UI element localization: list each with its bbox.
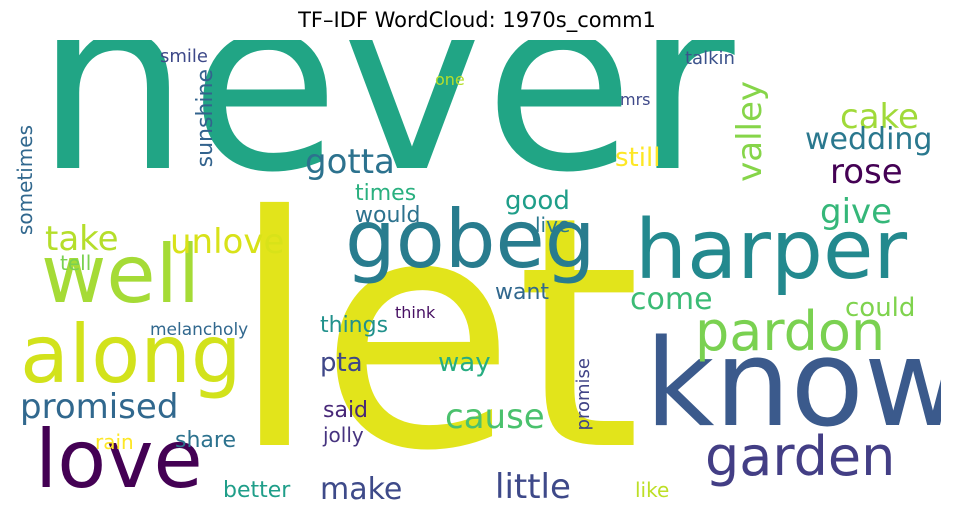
word-like: like [635, 478, 670, 502]
word-said: said [323, 398, 369, 423]
word-jolly: jolly [323, 423, 364, 447]
word-tell: tell [60, 251, 92, 275]
word-harper: harper [635, 203, 908, 298]
word-cause: cause [445, 397, 545, 437]
word-rose: rose [830, 152, 903, 192]
word-live: live [535, 213, 571, 237]
word-sometimes: sometimes [15, 125, 37, 236]
word-little: little [495, 467, 571, 507]
word-love: love [35, 413, 203, 506]
word-talkin: talkin [685, 48, 735, 69]
word-sunshine: sunshine [193, 69, 218, 168]
word-well: well [41, 228, 201, 321]
word-good: good [505, 186, 570, 216]
word-would: would [355, 203, 421, 228]
word-garden: garden [705, 425, 896, 488]
word-things: things [320, 313, 389, 338]
word-valley: valley [730, 81, 770, 182]
word-still: still [615, 143, 661, 173]
word-know: know [645, 315, 941, 454]
word-cake: cake [840, 97, 919, 137]
word-unlove: unlove [170, 222, 285, 262]
word-take: take [45, 219, 119, 259]
word-pardon: pardon [695, 300, 886, 363]
chart-title: TF–IDF WordCloud: 1970s_comm1 [298, 8, 656, 32]
word-along: along [20, 308, 242, 401]
word-gobeg: gobeg [345, 193, 596, 286]
word-share: share [175, 428, 236, 453]
word-times: times [355, 181, 417, 206]
word-make: make [320, 472, 403, 507]
word-let: let [230, 149, 642, 508]
word-come: come [630, 282, 713, 317]
word-pta: pta [320, 348, 363, 378]
word-one: one [435, 70, 465, 89]
word-wedding: wedding [805, 122, 933, 157]
word-way: way [438, 348, 491, 378]
word-promised: promised [20, 387, 179, 427]
word-rain: rain [95, 430, 134, 454]
word-better: better [223, 478, 291, 503]
word-promise: promise [573, 358, 594, 431]
word-want: want [495, 280, 550, 305]
word-could: could [845, 293, 916, 323]
word-mrs: mrs [620, 90, 651, 109]
word-melancholy: melancholy [150, 320, 249, 340]
word-gotta: gotta [305, 142, 395, 182]
word-never: never [35, 40, 735, 226]
word-cloud: never let know harper gobeg well along l… [15, 40, 941, 508]
word-give: give [820, 192, 893, 232]
word-think: think [395, 303, 436, 322]
word-smile: smile [160, 46, 208, 67]
